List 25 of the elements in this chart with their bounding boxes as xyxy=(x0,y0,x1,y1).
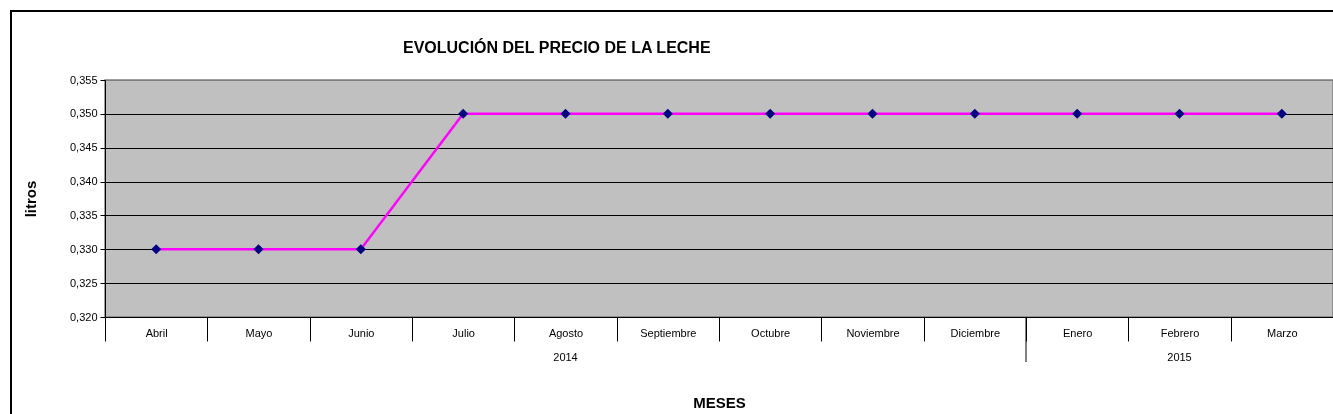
y-axis-title: litros xyxy=(21,180,39,218)
y-tick-label: 0,330 xyxy=(69,242,98,255)
y-tick-label: 0,350 xyxy=(69,107,98,120)
x-tick-label: Julio xyxy=(452,326,475,339)
y-tick-label: 0,320 xyxy=(69,310,98,323)
y-tick-label: 0,355 xyxy=(69,73,98,86)
x-tick-label: Diciembre xyxy=(950,326,1001,339)
y-tick-label: 0,325 xyxy=(69,276,98,289)
y-tick-label: 0,335 xyxy=(69,208,98,221)
y-tick-label: 0,345 xyxy=(69,141,98,154)
x-tick-label: Octubre xyxy=(751,326,791,339)
x-tick-label: Enero xyxy=(1062,326,1093,339)
y-tick-label: 0,340 xyxy=(69,175,98,188)
x-tick-label: Abril xyxy=(145,326,168,339)
x-tick-label: Agosto xyxy=(548,326,584,339)
x-axis-title: MESES xyxy=(693,393,746,411)
text: 2014 xyxy=(553,351,578,363)
x-tick-label: Marzo xyxy=(1267,326,1298,339)
x-tick-label: Junio xyxy=(348,326,375,339)
x-tick-label: Noviembre xyxy=(846,326,900,339)
x-tick-label: Mayo xyxy=(245,326,273,339)
text: 2015 xyxy=(1167,351,1192,363)
x-tick-label: Febrero xyxy=(1160,326,1200,339)
chart-title: EVOLUCIÓN DEL PRECIO DE LA LECHE xyxy=(403,38,711,56)
x-tick-label: Septiembre xyxy=(640,326,697,339)
